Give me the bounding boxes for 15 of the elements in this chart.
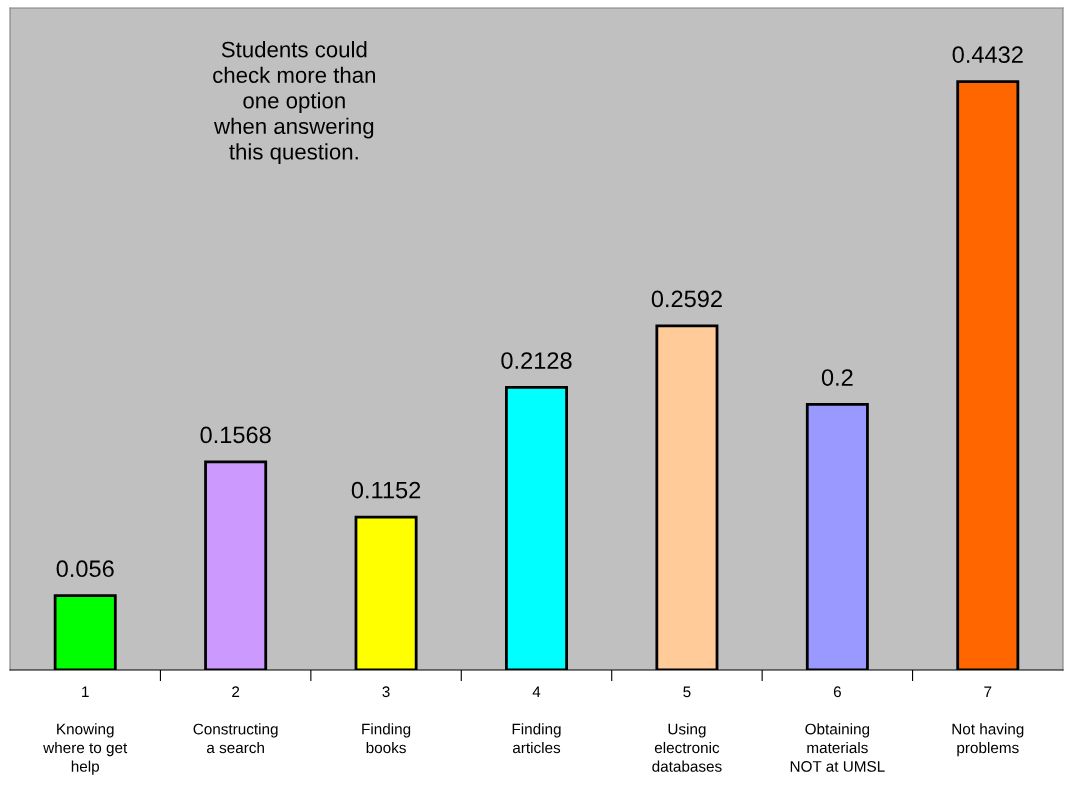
data-label: 0.056 [56,560,114,578]
category-label: 5 Using electronic databases [652,686,722,772]
category-label: 6 Obtaining materials NOT at UMSL [790,686,885,772]
annotation: Students could check more than one option when answering this question. [213,41,376,164]
category-label: 3 Finding books [362,686,411,754]
category-label: 7 Not having problems [952,686,1024,757]
data-label: 0.2 [821,369,853,386]
data-label: 0.1152 [351,481,421,499]
data-label: 0.2128 [501,352,572,369]
data-label: 0.4432 [952,46,1023,63]
data-label: 0.1568 [200,426,271,444]
data-label: 0.2592 [651,290,722,308]
category-label: 2 Constructing a search [193,686,278,754]
category-label: 1 Knowing where to get help [43,686,128,775]
category-label: 4 Finding articles [512,686,561,754]
